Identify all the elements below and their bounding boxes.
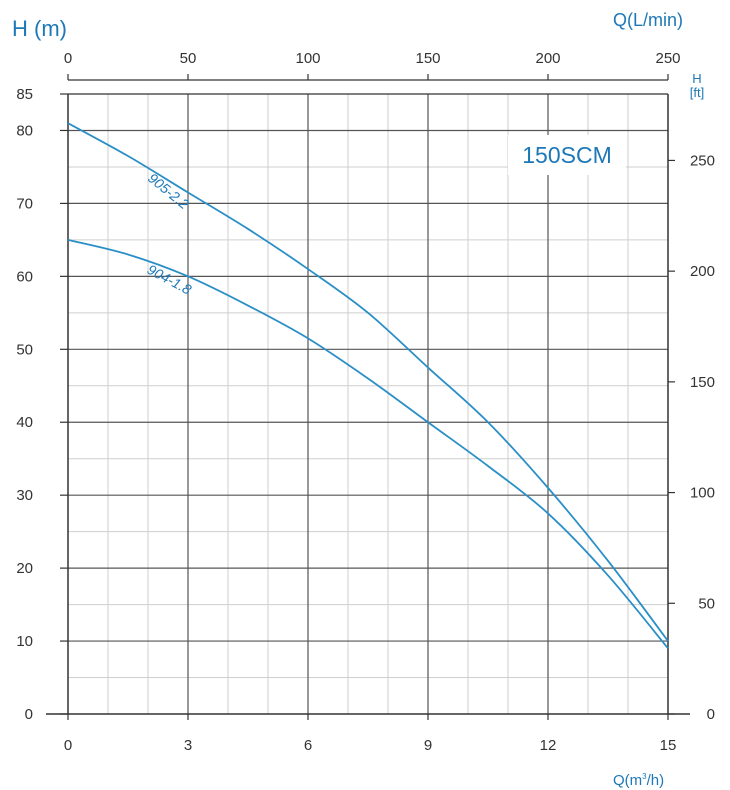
y-tick-label: 40 — [16, 414, 33, 431]
right-tick-label: 250 — [690, 152, 715, 169]
right-tick-label: 50 — [698, 595, 715, 612]
top-tick-label: 200 — [535, 50, 560, 67]
y-tick-label: 20 — [16, 560, 33, 577]
series-line-905-2.2 — [67, 122, 669, 642]
x-tick-label: 15 — [660, 737, 677, 754]
top-tick-label: 100 — [295, 50, 320, 67]
series-line-904-1.8 — [67, 239, 669, 649]
right-tick-label: 200 — [690, 263, 715, 280]
y-tick-label: 50 — [16, 341, 33, 358]
series-label: 904-1.8 — [145, 261, 195, 298]
x-tick-label: 3 — [184, 737, 192, 754]
right-y-axis-unit: [ft] — [690, 85, 704, 100]
y-tick-label: 30 — [16, 487, 33, 504]
y-tick-label: 10 — [16, 633, 33, 650]
labels: H (m) Q(L/min) H [ft] 150SCM — [12, 10, 704, 175]
y-tick-label: 0 — [25, 706, 33, 723]
top-x-axis-title: Q(L/min) — [613, 10, 683, 30]
top-tick-label: 0 — [64, 50, 72, 67]
right-y-axis-title: H — [692, 71, 701, 86]
x-tick-label: 0 — [64, 737, 72, 754]
right-tick-label: 100 — [690, 485, 715, 502]
chart-title: 150SCM — [522, 142, 611, 168]
top-tick-label: 50 — [180, 50, 197, 67]
top-tick-label: 150 — [415, 50, 440, 67]
top-tick-label: 250 — [655, 50, 680, 67]
x-tick-label: 9 — [424, 737, 432, 754]
y-tick-label: 70 — [16, 195, 33, 212]
x-axis-title-superscript: 3 — [642, 772, 647, 781]
right-tick-label: 0 — [707, 706, 715, 723]
grid — [68, 94, 668, 714]
right-tick-label: 150 — [690, 374, 715, 391]
y-axis-title: H (m) — [12, 16, 67, 41]
x-axis-title: Q(m3/h) — [613, 772, 664, 789]
x-tick-label: 6 — [304, 737, 312, 754]
y-tick-label: 80 — [16, 122, 33, 139]
title-box — [508, 135, 626, 175]
y-tick-label: 85 — [16, 86, 33, 103]
y-tick-label: 60 — [16, 268, 33, 285]
x-axis-title-rest: /h) — [647, 772, 665, 789]
x-tick-label: 12 — [540, 737, 557, 754]
